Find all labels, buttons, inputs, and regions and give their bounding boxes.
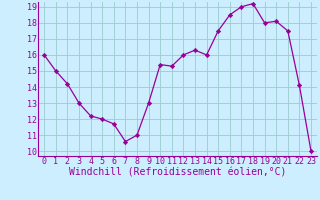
X-axis label: Windchill (Refroidissement éolien,°C): Windchill (Refroidissement éolien,°C) — [69, 168, 286, 178]
